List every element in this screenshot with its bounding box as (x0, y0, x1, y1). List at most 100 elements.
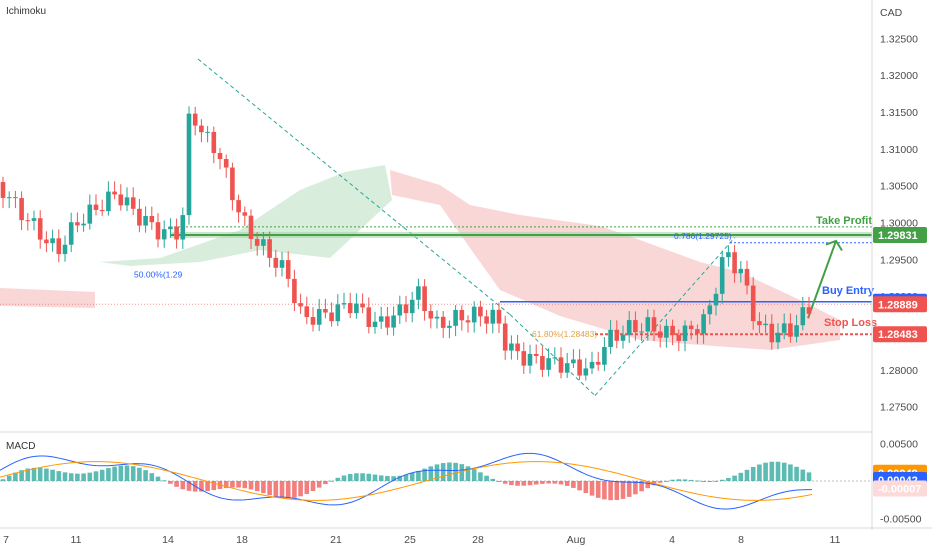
candle-body (571, 359, 576, 364)
candle-body (236, 200, 241, 213)
candle-body (99, 209, 105, 212)
y-tick-label: 1.30500 (880, 181, 918, 193)
candle-body (360, 303, 365, 308)
macd-bar (664, 480, 669, 482)
candle-body (664, 325, 669, 338)
macd-bar (13, 472, 18, 481)
candle-body (670, 325, 675, 336)
macd-bar (558, 481, 564, 485)
x-tick-label: 21 (330, 534, 342, 546)
macd-bar (552, 481, 558, 484)
trade-levels: Take Profit Buy Entry Stop Loss 0.786(1.297… (0, 58, 877, 396)
candle-body (447, 325, 452, 328)
candle-body (806, 307, 812, 314)
macd-bar (602, 481, 607, 500)
macd-bar (775, 461, 781, 481)
candle-body (329, 312, 334, 322)
macd-bar (81, 473, 86, 481)
candle-body (211, 131, 217, 153)
y-tick-label: 1.32500 (880, 33, 918, 45)
candle-body (13, 197, 18, 199)
macd-bar (298, 481, 303, 497)
candle-body (409, 299, 415, 314)
candle-body (87, 204, 93, 224)
candle-body (347, 303, 353, 314)
candle-body (750, 285, 756, 322)
candle-body (378, 316, 384, 322)
macd-bar (397, 475, 403, 481)
trend-line (197, 58, 511, 315)
candle-body (403, 304, 409, 314)
candle-body (478, 306, 483, 317)
candle-body (254, 238, 260, 246)
macd-bar (0, 479, 6, 481)
macd-bar (800, 469, 806, 481)
candle-body (186, 113, 192, 216)
macd-bar (478, 472, 483, 481)
candle-body (515, 343, 520, 352)
macd-bar (509, 481, 514, 486)
macd-bar (614, 481, 620, 500)
currency-label: CAD (880, 7, 903, 19)
price-tag-text: 1.28483 (878, 329, 918, 341)
candle-body (279, 260, 285, 268)
x-tick-label: 11 (71, 534, 82, 546)
macd-bar (546, 481, 551, 484)
macd-panel (0, 452, 872, 510)
macd-bar (186, 481, 192, 491)
macd-bar (515, 481, 520, 486)
candle-body (496, 309, 502, 324)
candle-body (775, 332, 781, 343)
macd-bar (577, 481, 582, 491)
macd-bar (323, 481, 328, 485)
candle-body (285, 260, 291, 279)
macd-tag-text: -0.00007 (878, 483, 921, 495)
candle-body (416, 286, 421, 300)
macd-bar (527, 481, 533, 486)
candle-body (44, 239, 49, 244)
candle-body (68, 222, 74, 245)
macd-bar (31, 467, 37, 481)
candle-body (143, 216, 148, 226)
ichimoku-cloud (0, 165, 840, 350)
candle-body (540, 356, 545, 370)
macd-bar (267, 481, 272, 496)
candle-body (558, 357, 564, 373)
candle-body (769, 323, 775, 343)
macd-bar (564, 481, 570, 486)
macd-bar (688, 479, 694, 481)
candle-body (137, 208, 142, 226)
candle-body (124, 197, 130, 206)
macd-y-tick-label: 0.00500 (880, 439, 918, 451)
macd-bar (118, 465, 124, 481)
candle-body (794, 325, 799, 337)
macd-bar (403, 474, 409, 481)
candle-body (763, 323, 768, 326)
price-tag (873, 326, 927, 343)
macd-bar (93, 471, 99, 481)
macd-bar (726, 477, 731, 481)
macd-bar (329, 480, 334, 482)
macd-bar (248, 481, 254, 490)
macd-bar (62, 472, 68, 481)
macd-bar (50, 469, 55, 481)
macd-bar (149, 473, 155, 481)
candle-body (502, 323, 508, 351)
candle-body (676, 335, 682, 341)
annotation-label: Stop Loss (824, 317, 877, 329)
candle-body (50, 238, 55, 244)
candle-body (645, 317, 651, 332)
macd-bar (781, 462, 787, 481)
price-tag-text: 1.28889 (878, 299, 918, 311)
candle-body (6, 197, 12, 199)
cloud-segment (100, 165, 392, 266)
macd-bar (428, 466, 434, 481)
macd-bar (385, 476, 390, 481)
macd-bar (304, 481, 310, 494)
macd-bar (595, 481, 601, 498)
candle-body (589, 361, 595, 369)
macd-bar (496, 481, 502, 482)
y-tick-label: 1.29500 (880, 254, 918, 266)
macd-bar (155, 476, 161, 481)
candle-body (657, 331, 663, 338)
